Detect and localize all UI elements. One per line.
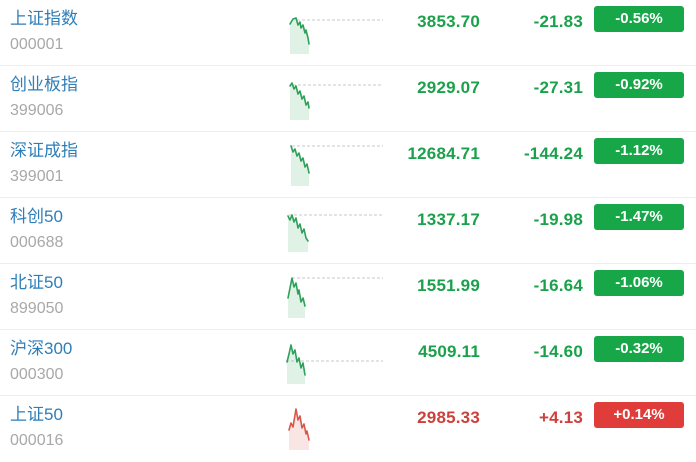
sparkline-chart: [283, 206, 385, 254]
index-value: 1337.17: [417, 210, 480, 229]
index-name: 沪深300: [10, 339, 73, 358]
index-change: -19.98: [533, 210, 583, 229]
index-value: 2929.07: [417, 78, 480, 97]
index-name-block: 创业板指 399006: [10, 75, 78, 120]
sparkline-chart: [283, 8, 385, 56]
sparkline-chart: [283, 74, 385, 122]
index-change: -14.60: [533, 342, 583, 361]
index-value: 3853.70: [417, 12, 480, 31]
index-change-percent-badge: -0.32%: [594, 336, 684, 362]
index-change-percent-badge: -1.47%: [594, 204, 684, 230]
index-code: 000001: [10, 36, 64, 53]
index-name: 深证成指: [10, 141, 78, 160]
index-name-block: 科创50 000688: [10, 207, 63, 252]
index-name: 北证50: [10, 273, 63, 292]
sparkline-chart: [283, 404, 385, 452]
index-change: -21.83: [533, 12, 583, 31]
index-name-block: 深证成指 399001: [10, 141, 78, 186]
index-name: 科创50: [10, 207, 63, 226]
index-change: -16.64: [533, 276, 583, 295]
index-name-block: 上证50 000016: [10, 405, 63, 450]
index-change-percent-badge: +0.14%: [594, 402, 684, 428]
index-code: 399006: [10, 102, 64, 119]
index-change-percent-badge: -0.92%: [594, 72, 684, 98]
index-value: 4509.11: [418, 342, 480, 361]
index-name: 上证指数: [10, 9, 78, 28]
index-change-percent-badge: -1.12%: [594, 138, 684, 164]
index-change: +4.13: [538, 408, 583, 427]
index-name-block: 北证50 899050: [10, 273, 63, 318]
index-code: 000300: [10, 366, 64, 383]
index-code: 000688: [10, 234, 64, 251]
index-change: -144.24: [523, 144, 583, 163]
index-change: -27.31: [533, 78, 583, 97]
index-change-percent-badge: -0.56%: [594, 6, 684, 32]
index-row[interactable]: 科创50 000688 1337.17 -19.98 -1.47%: [0, 198, 696, 264]
index-row[interactable]: 深证成指 399001 12684.71 -144.24 -1.12%: [0, 132, 696, 198]
sparkline-chart: [283, 140, 385, 188]
index-code: 899050: [10, 300, 64, 317]
sparkline-chart: [283, 338, 385, 386]
index-change-percent-badge: -1.06%: [594, 270, 684, 296]
index-name: 创业板指: [10, 75, 78, 94]
index-name: 上证50: [10, 405, 63, 424]
sparkline-chart: [283, 272, 385, 320]
index-name-block: 沪深300 000300: [10, 339, 72, 384]
index-code: 399001: [10, 168, 64, 185]
index-row[interactable]: 创业板指 399006 2929.07 -27.31 -0.92%: [0, 66, 696, 132]
index-row[interactable]: 上证50 000016 2985.33 +4.13 +0.14%: [0, 396, 696, 462]
index-row[interactable]: 上证指数 000001 3853.70 -21.83 -0.56%: [0, 0, 696, 66]
index-value: 12684.71: [407, 144, 480, 163]
index-code: 000016: [10, 432, 64, 449]
index-value: 1551.99: [417, 276, 480, 295]
index-value: 2985.33: [417, 408, 480, 427]
index-name-block: 上证指数 000001: [10, 9, 78, 54]
index-row[interactable]: 沪深300 000300 4509.11 -14.60 -0.32%: [0, 330, 696, 396]
index-row[interactable]: 北证50 899050 1551.99 -16.64 -1.06%: [0, 264, 696, 330]
